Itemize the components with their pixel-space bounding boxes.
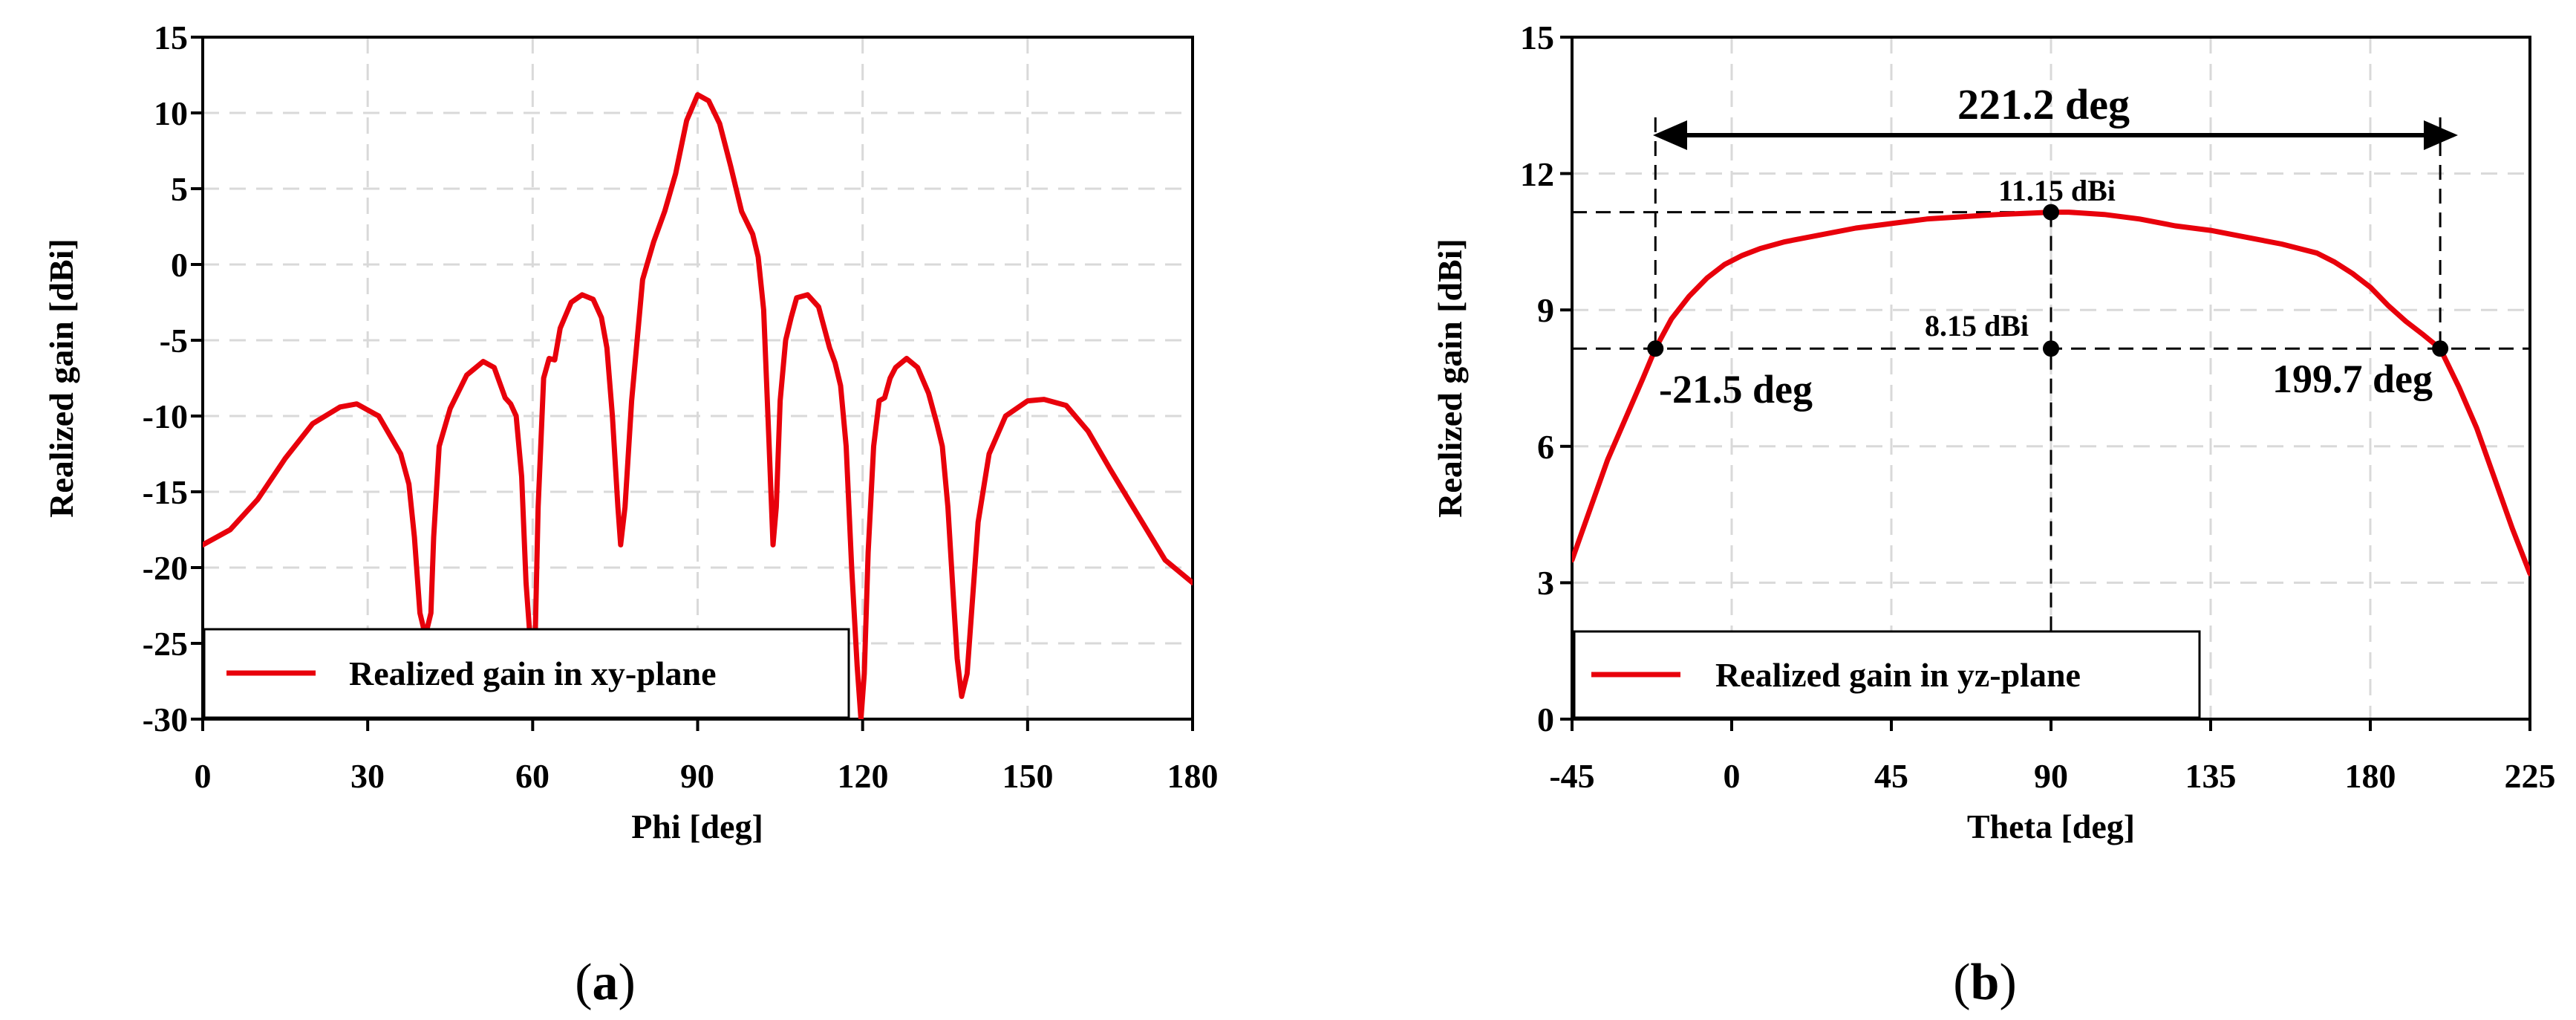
xtick-b-0: -45 [1549,757,1594,795]
legend-label-b: Realized gain in yz-plane [1715,656,2081,694]
ytick-b-5: 0 [1537,701,1554,738]
ticks-b [1560,36,2531,731]
grid-a [203,37,1193,719]
ytick-a-8: -25 [143,625,188,663]
xtick-b-2: 45 [1874,757,1908,795]
beamwidth-arrowhead-right [2424,120,2458,150]
marker-point [2043,204,2059,221]
caption-letter-a: a [593,954,619,1011]
markers-b [1647,204,2449,357]
plot-frame-a [201,36,1194,721]
marker-point [2432,340,2449,357]
xtick-b-1: 0 [1724,757,1741,795]
xtick-b-6: 225 [2505,757,2556,795]
xlabel-a: Phi [deg] [631,808,763,845]
ytick-a-2: 5 [171,170,188,208]
chart-b: 15 12 9 6 3 0 -45 0 45 90 135 180 225 Th… [1431,19,2556,1011]
peak-label: 11.15 dBi [1998,174,2116,207]
caption-b: (b) [1953,954,2017,1011]
ylabel-a: Realized gain [dBi] [42,238,80,518]
marker-point [2043,340,2059,357]
ytick-b-4: 3 [1537,564,1554,602]
ytick-b-0: 15 [1520,19,1554,56]
xtick-b-4: 135 [2185,757,2237,795]
left-angle-label: -21.5 deg [1659,367,1813,412]
marker-point [1647,340,1664,357]
half-power-label: 8.15 dBi [1925,309,2029,342]
right-angle-label: 199.7 deg [2272,357,2433,401]
xtick-a-4: 120 [838,757,889,795]
xtick-a-3: 90 [680,757,714,795]
ytick-b-2: 9 [1537,291,1554,329]
chart-a: 15 10 5 0 -5 -10 -15 -20 -25 -30 0 30 60… [42,19,1219,1011]
xtick-b-3: 90 [2034,757,2068,795]
xtick-a-6: 180 [1167,757,1219,795]
xtick-a-2: 60 [515,757,550,795]
ytick-a-4: -5 [160,322,188,360]
ylabel-b: Realized gain [dBi] [1431,238,1469,518]
xtick-b-5: 180 [2345,757,2396,795]
series-line-xy-plane [203,92,1193,719]
ytick-a-9: -30 [143,701,188,738]
legend-label-a: Realized gain in xy-plane [349,654,717,692]
xtick-a-5: 150 [1002,757,1054,795]
xtick-a-0: 0 [195,757,212,795]
xtick-a-1: 30 [350,757,385,795]
xlabel-b: Theta [deg] [1967,808,2135,845]
ytick-a-5: -10 [143,397,188,435]
caption-a: (a) [575,954,636,1011]
beamwidth-label: 221.2 deg [1957,80,2130,129]
ytick-b-3: 6 [1537,428,1554,466]
ytick-a-6: -15 [143,473,188,511]
beamwidth-arrowhead-left [1653,120,1687,150]
ytick-a-1: 10 [154,94,188,132]
ytick-a-7: -20 [143,549,188,587]
caption-letter-b: b [1971,954,2000,1011]
ytick-a-3: 0 [171,246,188,284]
ytick-b-1: 12 [1520,155,1554,193]
ticks-a [191,36,1194,731]
ytick-a-0: 15 [154,19,188,56]
